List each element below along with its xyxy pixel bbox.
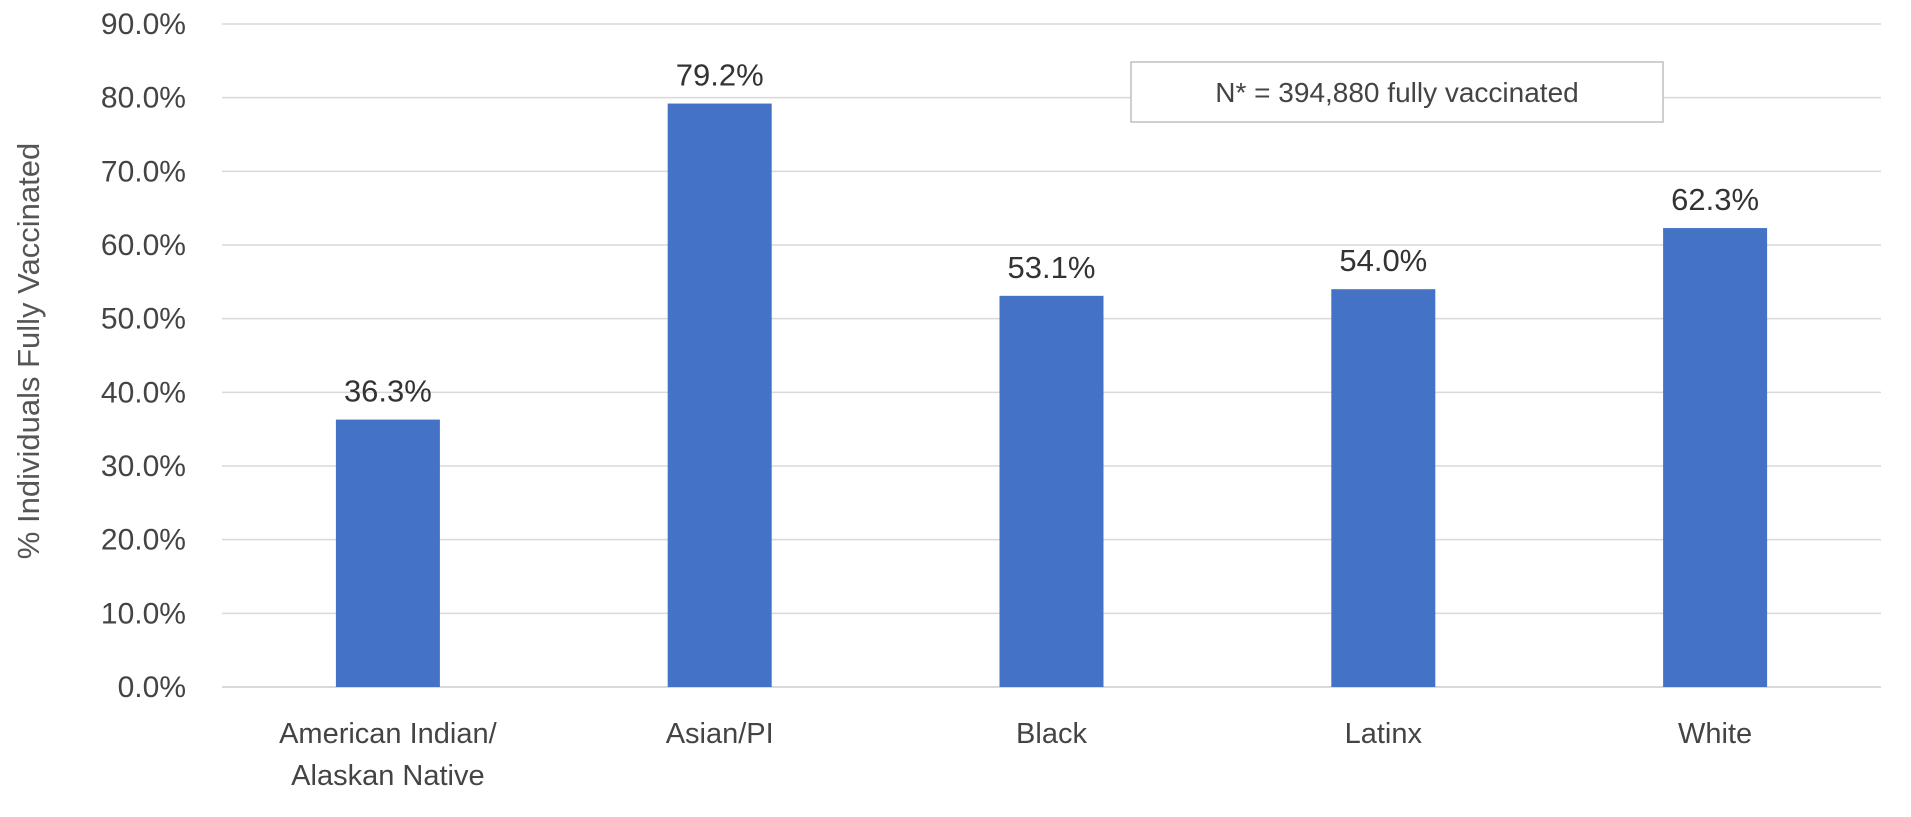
data-labels: 36.3% 79.2% 53.1% 54.0% 62.3% bbox=[344, 58, 1759, 409]
category-label: White bbox=[1678, 718, 1752, 750]
data-label: 36.3% bbox=[344, 374, 432, 409]
y-tick-label: 10.0% bbox=[101, 597, 186, 630]
category-label: Alaskan Native bbox=[291, 760, 484, 792]
y-tick-label: 60.0% bbox=[101, 229, 186, 262]
y-tick-label: 0.0% bbox=[118, 671, 186, 704]
annotation-text: N* = 394,880 fully vaccinated bbox=[1215, 77, 1578, 108]
y-axis-tick-labels: 0.0% 10.0% 20.0% 30.0% 40.0% 50.0% 60.0% 70.0% 8… bbox=[101, 8, 186, 704]
y-tick-label: 30.0% bbox=[101, 450, 186, 483]
category-label: Latinx bbox=[1345, 718, 1423, 750]
data-label: 62.3% bbox=[1671, 182, 1759, 217]
category-label: Asian/PI bbox=[666, 718, 774, 750]
category-label: American Indian/ bbox=[279, 718, 498, 750]
data-label: 53.1% bbox=[1008, 250, 1096, 285]
bar bbox=[667, 103, 772, 687]
annotation-border bbox=[1130, 61, 1664, 123]
annotation-box: N* = 394,880 fully vaccinated bbox=[1130, 61, 1664, 123]
data-label: 54.0% bbox=[1339, 243, 1427, 278]
y-tick-label: 70.0% bbox=[101, 155, 186, 188]
y-axis-title: % Individuals Fully Vaccinated bbox=[11, 143, 46, 559]
x-axis-category-labels: American Indian/Alaskan Native Asian/PI Bl… bbox=[279, 718, 1752, 792]
y-tick-label: 20.0% bbox=[101, 524, 186, 557]
y-tick-label: 90.0% bbox=[101, 8, 186, 41]
bar bbox=[1663, 228, 1768, 687]
y-tick-label: 40.0% bbox=[101, 376, 186, 409]
data-label: 79.2% bbox=[676, 58, 764, 93]
bar bbox=[999, 295, 1104, 687]
y-tick-label: 50.0% bbox=[101, 303, 186, 336]
y-tick-label: 80.0% bbox=[101, 82, 186, 115]
bar bbox=[335, 419, 440, 687]
category-label: Black bbox=[1016, 718, 1087, 750]
bars bbox=[335, 103, 1768, 687]
bar bbox=[1331, 289, 1436, 687]
